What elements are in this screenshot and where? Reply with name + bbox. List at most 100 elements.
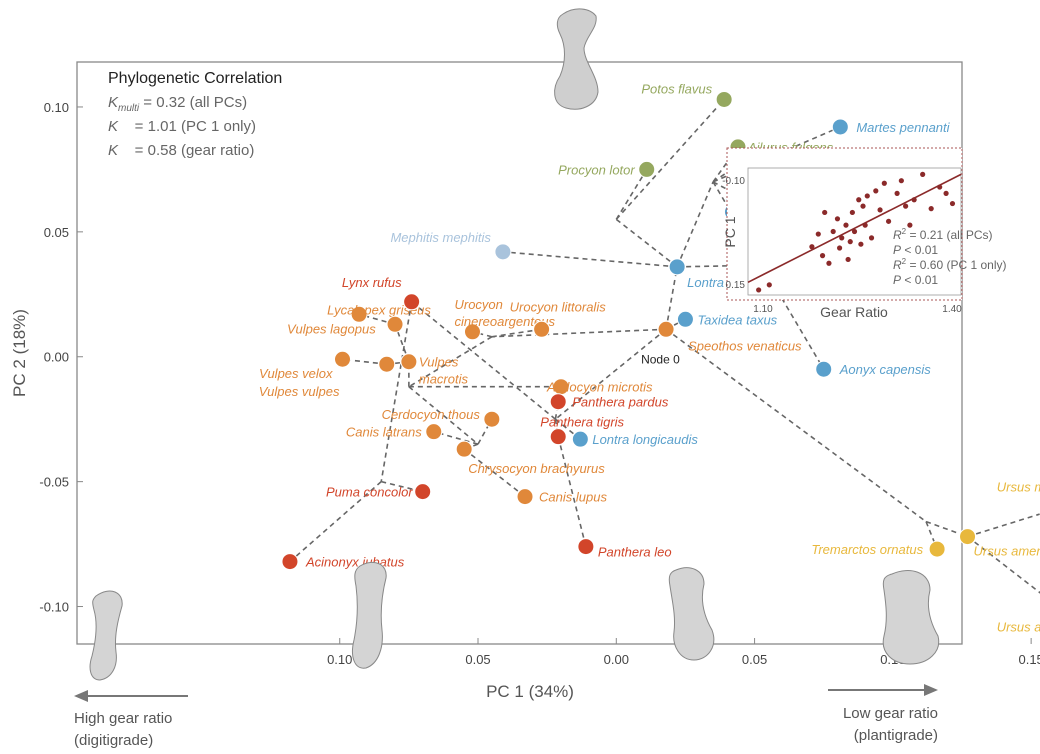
- label-lontra-longicaudis: Lontra longicaudis: [592, 432, 698, 447]
- label-cerdocyon-thous: Cerdocyon thous: [382, 407, 481, 422]
- inset-point: [877, 207, 883, 213]
- inset-stat-2: P < 0.01: [893, 243, 938, 257]
- label-vulpes-velox: Vulpes velox: [259, 366, 333, 381]
- label-puma-concolor: Puma concolor: [326, 485, 413, 500]
- point-lontra-canadensis: [668, 258, 686, 276]
- label-martes-pennanti: Martes pennanti: [856, 120, 950, 135]
- gear-arrow-right: Low gear ratio (plantigrade): [828, 684, 938, 744]
- correlation-line-2: K = 1.01 (PC 1 only): [108, 118, 256, 135]
- label-urocyon-cinereoargenteus-line-2: cinereoargenteus: [454, 314, 555, 329]
- gear-left-line-2: (digitigrade): [74, 732, 153, 749]
- point-urocyon-cinereoargenteus: [463, 323, 481, 341]
- gear-arrow-left: High gear ratio (digitigrade): [74, 690, 188, 749]
- phylogeny-branch: [408, 336, 493, 388]
- label-procyon-lotor: Procyon lotor: [558, 162, 635, 177]
- point-chrysocyon-brachyurus: [455, 440, 473, 458]
- bone-image-bottom-1: [89, 590, 123, 681]
- label-panthera-leo: Panthera leo: [598, 545, 672, 560]
- inset-point: [920, 171, 926, 177]
- inset-fit-line: [747, 173, 962, 284]
- inset-point: [937, 184, 943, 190]
- gear-left-line-1: High gear ratio: [74, 710, 172, 727]
- phylogeny-branch: [615, 218, 678, 268]
- inset-point: [851, 228, 858, 235]
- correlation-line-3: K = 0.58 (gear ratio): [108, 142, 254, 159]
- inset-y-axis-title: PC 1: [722, 216, 738, 247]
- bone-image-top: [554, 8, 599, 110]
- point-procyon-lotor: [638, 160, 656, 178]
- inset-stat-1: R2 = 0.21 (all PCs): [893, 227, 993, 242]
- inset-point: [864, 193, 870, 199]
- label-panthera-tigris: Panthera tigris: [540, 415, 624, 430]
- phylogeny-branch: [289, 481, 382, 563]
- phylogeny-branch: [615, 98, 725, 220]
- point-speothos-venaticus: [657, 320, 675, 338]
- phylogeny-branch: [463, 448, 526, 498]
- phylogeny-branch: [381, 480, 423, 493]
- phylogeny-branch: [394, 323, 410, 363]
- gear-right-line-1: Low gear ratio: [843, 705, 938, 722]
- axis-ticks: 0.100.050.000.050.100.150.100.050.00-0.0…: [39, 100, 1040, 667]
- bone-image-bottom-2: [352, 562, 387, 669]
- inset-point: [845, 256, 851, 263]
- correlation-title: Phylogenetic Correlation: [108, 70, 282, 87]
- plot-frame: [76, 61, 963, 645]
- inset-point: [856, 197, 862, 203]
- y-axis-title: PC 2 (18%): [10, 309, 29, 397]
- inset-point: [860, 203, 866, 209]
- point-urocyon-littoralis: [533, 320, 551, 338]
- phylogeny-branch: [554, 401, 560, 420]
- label-ursus-arctos: Ursus arctos: [997, 620, 1040, 635]
- inset-point: [830, 228, 836, 235]
- label-vulpes-vulpes: Vulpes vulpes: [259, 384, 340, 399]
- inset-point: [843, 222, 849, 228]
- gear-right-line-2: (plantigrade): [854, 727, 938, 744]
- inset-point: [836, 245, 843, 251]
- inset-point: [898, 178, 904, 184]
- label-atelocyon-microtis: Atelocyon microtis: [546, 380, 653, 395]
- point-mephitis-mephitis: [494, 243, 512, 261]
- phylogeny-branch: [554, 419, 560, 437]
- point-vulpes-velox: [334, 350, 351, 368]
- correlation-box: Phylogenetic Correlation Kmulti = 0.32 (…: [108, 70, 282, 159]
- inset-point: [834, 216, 841, 222]
- inset-point: [943, 190, 949, 196]
- point-puma-concolor: [414, 483, 432, 501]
- point-panthera-pardus: [549, 393, 567, 411]
- phylogeny-branch: [472, 330, 493, 338]
- y-tick-label: 0.05: [44, 225, 69, 240]
- inset-point: [881, 180, 887, 186]
- phylogeny-branch: [676, 181, 714, 268]
- inset-point: [949, 200, 956, 207]
- inset-point: [907, 222, 913, 228]
- inset-plot-area: [747, 167, 962, 296]
- label-acinonyx-jubatus: Acinonyx jubatus: [305, 555, 405, 570]
- inset-point: [756, 287, 762, 293]
- inset-x-tick-2: 1.40: [942, 304, 962, 315]
- label-panthera-pardus: Panthera pardus: [572, 395, 669, 410]
- point-ursus-americanus: [959, 528, 977, 546]
- inset-y-tick-1: -0.10: [722, 176, 745, 187]
- label-ursus-americanus: Ursus americanus: [974, 544, 1040, 559]
- phylogeny-branch: [615, 168, 648, 220]
- inset-point: [873, 188, 879, 194]
- label-urocyon-littoralis: Urocyon littoralis: [510, 299, 607, 314]
- inset-point: [819, 253, 826, 259]
- point-panthera-leo: [577, 538, 595, 556]
- label-aonyx-capensis: Aonyx capensis: [839, 362, 932, 377]
- point-lontra-longicaudis: [571, 430, 589, 448]
- inset-point: [766, 282, 772, 288]
- point-taxidea-taxus: [676, 310, 694, 328]
- inset-point: [928, 206, 934, 212]
- inset-stat-3: R2 = 0.60 (PC 1 only): [893, 257, 1007, 272]
- phylogeny-branch: [557, 436, 587, 547]
- point-vulpes-macrotis: [400, 353, 418, 371]
- bone-image-bottom-4: [882, 570, 940, 665]
- label-taxidea-taxus: Taxidea taxus: [697, 312, 777, 327]
- inset-point: [903, 203, 909, 209]
- inset-point: [862, 222, 868, 228]
- point-canis-latrans: [425, 423, 443, 441]
- inset-point: [885, 218, 892, 224]
- label-canis-lupus: Canis lupus: [539, 490, 607, 505]
- phylogeny-branch: [665, 328, 927, 523]
